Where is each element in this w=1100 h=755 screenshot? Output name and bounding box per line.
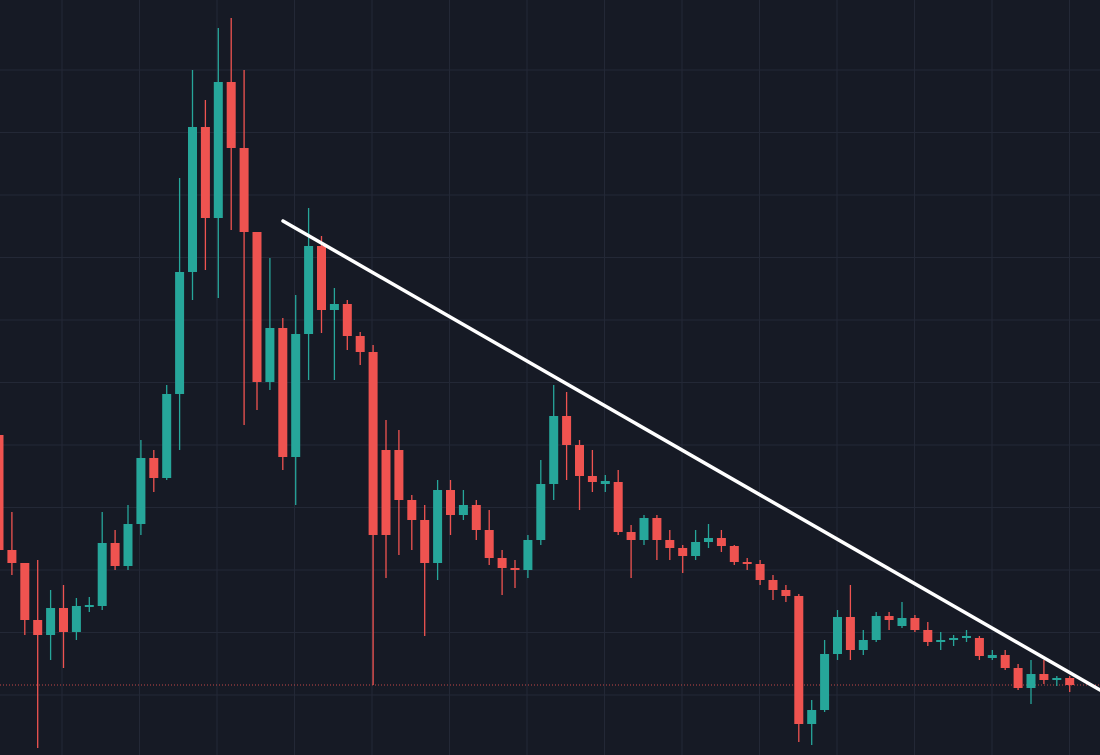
candle-body: [0, 435, 4, 550]
candle-body: [407, 500, 417, 520]
candle-body: [265, 328, 275, 382]
candle-body: [20, 563, 30, 620]
candle-body: [962, 636, 971, 638]
candle-body: [665, 540, 675, 548]
candle-body: [188, 127, 197, 272]
candle-body: [420, 520, 430, 563]
candle-body: [123, 524, 133, 566]
candle-body: [923, 630, 933, 642]
candle-body: [652, 518, 662, 540]
candle-body: [781, 590, 791, 596]
candle-body: [974, 638, 984, 656]
candle-body: [278, 328, 288, 457]
candle-body: [613, 482, 623, 532]
candle-body: [497, 558, 507, 568]
candle-body: [549, 416, 559, 484]
candle-body: [562, 416, 572, 445]
candle-body: [987, 655, 997, 658]
trend-line: [281, 219, 1100, 692]
candle-body: [175, 272, 185, 394]
candle-body: [1026, 674, 1036, 688]
candle-body: [910, 618, 920, 630]
candle-body: [691, 542, 701, 556]
candle-body: [833, 617, 842, 654]
candle-body: [59, 608, 68, 632]
candle-body: [446, 490, 455, 515]
candle-body: [949, 638, 959, 640]
candle-body: [149, 458, 159, 478]
candle-body: [368, 352, 378, 535]
candle-body: [678, 548, 688, 556]
candle-body: [536, 484, 546, 540]
candle-body: [342, 304, 352, 336]
candles: [0, 18, 1075, 748]
candle-body: [458, 505, 468, 515]
candle-body: [46, 608, 56, 635]
candle-body: [936, 640, 946, 642]
candle-body: [871, 616, 881, 640]
candle-body: [7, 550, 17, 563]
candle-body: [1052, 678, 1062, 680]
candle-body: [355, 336, 365, 352]
candle-body: [884, 616, 894, 620]
candle-body: [755, 564, 765, 580]
candle-body: [600, 481, 610, 484]
candle-body: [1013, 668, 1023, 688]
candle-body: [304, 246, 314, 334]
candle-body: [162, 394, 172, 478]
candle-body: [510, 568, 520, 570]
candle-body: [858, 640, 868, 650]
candle-body: [33, 620, 43, 635]
candle-body: [1039, 674, 1049, 680]
candle-body: [575, 445, 584, 476]
candle-body: [97, 543, 107, 606]
candle-body: [587, 476, 597, 482]
candle-body: [291, 334, 301, 457]
candle-body: [381, 450, 391, 535]
candle-body: [329, 304, 339, 310]
candle-body: [110, 543, 120, 566]
candle-body: [1000, 655, 1010, 668]
candle-body: [1065, 678, 1075, 685]
candle-body: [84, 605, 94, 607]
candle-body: [794, 596, 804, 724]
candle-body: [226, 82, 236, 148]
candle-body: [768, 580, 778, 590]
candle-body: [897, 618, 907, 626]
candle-body: [704, 538, 713, 542]
candle-body: [639, 518, 649, 540]
candle-body: [820, 654, 830, 710]
candle-body: [626, 532, 636, 540]
candle-body: [239, 148, 249, 232]
candle-body: [136, 458, 146, 524]
candle-body: [729, 546, 739, 562]
candle-body: [317, 246, 326, 310]
candle-body: [742, 562, 752, 564]
candle-body: [845, 617, 855, 650]
candle-body: [433, 490, 443, 563]
candle-body: [71, 606, 81, 632]
candle-body: [394, 450, 404, 500]
candle-body: [213, 82, 223, 218]
candle-body: [523, 540, 533, 570]
candle-body: [484, 530, 494, 558]
candle-body: [716, 538, 726, 546]
candle-body: [471, 505, 481, 530]
candle-body: [252, 232, 262, 382]
candle-body: [807, 710, 817, 724]
candle-body: [200, 127, 210, 218]
